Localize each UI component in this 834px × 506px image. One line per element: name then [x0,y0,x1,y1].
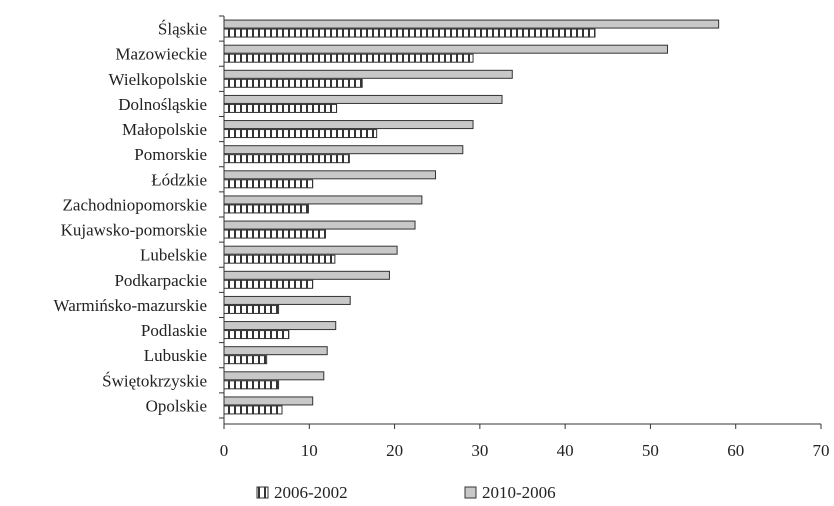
category-label: Podlaskie [141,321,207,340]
bar-2010-2006-4 [223,94,503,104]
category-label: Zachodniopomorskie [63,195,207,214]
bar-2006-2002-12 [223,304,280,314]
category-label: Łódzkie [151,170,207,189]
bar-2006-2002-10 [223,254,336,264]
bar-2010-2006-5 [223,120,474,130]
bar-2006-2002-16 [223,405,283,415]
x-tick-label: 40 [557,441,574,460]
bar-2010-2006-10 [223,245,398,255]
x-tick-label: 0 [220,441,229,460]
category-label: Lubelskie [140,246,207,265]
category-label: Pomorskie [134,145,207,164]
category-label: Warmińsko-mazurskie [54,296,207,315]
bar-2010-2006-16 [223,396,314,406]
category-label: Wielkopolskie [109,70,207,89]
x-tick-label: 70 [813,441,830,460]
bar-2010-2006-6 [223,145,464,155]
x-tick-label: 30 [471,441,488,460]
legend-label: 2010-2006 [482,483,556,502]
bar-2006-2002-7 [223,179,314,189]
bar-2006-2002-6 [223,154,350,164]
bar-2006-2002-3 [223,78,363,88]
bar-2010-2006-2 [223,44,668,54]
bar-2006-2002-2 [223,53,474,63]
category-label: Podkarpackie [114,271,207,290]
bar-2010-2006-15 [223,371,325,381]
bar-2010-2006-8 [223,195,423,205]
bar-2006-2002-9 [223,229,326,239]
legend-swatch [464,486,477,499]
bar-2010-2006-9 [223,220,416,230]
legend-label: 2006-2002 [274,483,348,502]
legend: 2006-2002 2010-2006 [256,483,556,502]
bar-2006-2002-15 [223,380,280,390]
legend-swatch [256,486,269,499]
category-label: Kujawsko-pomorskie [61,221,207,240]
x-tick-label: 20 [386,441,403,460]
category-label: Opolskie [146,396,207,415]
bar-2006-2002-4 [223,103,338,113]
x-tick-label: 10 [301,441,318,460]
category-label: Dolnośląskie [118,95,207,114]
bar-2006-2002-14 [223,355,268,365]
bar-2010-2006-14 [223,346,328,356]
x-tick-label: 60 [727,441,744,460]
bar-2010-2006-11 [223,270,390,280]
x-tick-label: 50 [642,441,659,460]
bar-2010-2006-7 [223,170,437,180]
bar-2006-2002-1 [223,28,596,38]
bar-2006-2002-8 [223,204,309,214]
bar-2010-2006-1 [223,19,720,29]
bar-2010-2006-3 [223,69,513,79]
bar-2006-2002-13 [223,330,290,340]
category-label: Lubuskie [144,346,207,365]
plot-area: Śląskie Mazowieckie Wielkopolskie Dolnośląs… [54,15,830,460]
category-label: Świętokrzyskie [102,371,207,390]
bar-2006-2002-11 [223,279,314,289]
bar-2006-2002-5 [223,129,378,139]
category-label: Małopolskie [122,120,207,139]
category-label: Śląskie [158,20,207,39]
bar-2010-2006-12 [223,295,351,305]
category-label: Mazowieckie [115,45,207,64]
bar-2010-2006-13 [223,321,337,331]
